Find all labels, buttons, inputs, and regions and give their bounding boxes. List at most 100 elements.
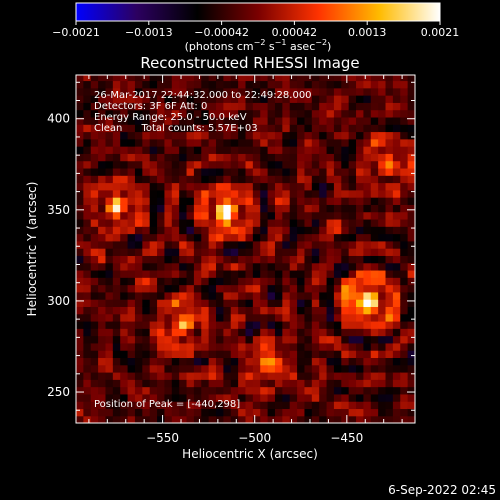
heatmap-cell: [348, 87, 357, 96]
heatmap-cell: [120, 138, 129, 147]
heatmap-cell: [193, 313, 202, 322]
heatmap-cell: [333, 284, 342, 293]
heatmap-cell: [274, 408, 283, 417]
heatmap-cell: [112, 189, 121, 198]
heatmap-cell: [252, 211, 261, 220]
heatmap-cell: [127, 306, 136, 315]
heatmap-cell: [90, 138, 99, 147]
plot-frame: [75, 74, 416, 424]
heatmap-cell: [149, 320, 158, 329]
heatmap-cell: [311, 306, 320, 315]
heatmap-cell: [164, 357, 173, 366]
heatmap-cell: [378, 386, 387, 395]
heatmap-cell: [297, 138, 306, 147]
heatmap-cell: [326, 255, 335, 264]
heatmap-cell: [223, 138, 232, 147]
heatmap-cell: [407, 75, 415, 82]
heatmap-cell: [341, 233, 350, 242]
heatmap-cell: [385, 357, 394, 366]
heatmap-cell: [230, 116, 239, 125]
heatmap-cell: [370, 138, 379, 147]
heatmap-cell: [341, 87, 350, 96]
heatmap-cell: [319, 335, 328, 344]
heatmap-cell: [208, 182, 217, 191]
heatmap-cell: [157, 146, 166, 154]
heatmap-cell: [370, 335, 379, 344]
heatmap-cell: [83, 408, 92, 417]
heatmap-cell: [333, 401, 342, 410]
heatmap-cell: [385, 255, 394, 264]
heatmap-cell: [341, 401, 350, 410]
heatmap-cell: [400, 175, 409, 184]
heatmap-cell: [289, 393, 298, 402]
heatmap-cell: [90, 102, 99, 111]
heatmap-cell: [378, 226, 387, 235]
heatmap-cell: [90, 87, 99, 96]
heatmap-cell: [142, 211, 151, 220]
heatmap-cell: [356, 175, 365, 184]
heatmap-cell: [149, 189, 158, 198]
heatmap-cell: [363, 218, 372, 227]
heatmap-cell: [289, 262, 298, 271]
heatmap-cell: [98, 320, 107, 329]
heatmap-cell: [333, 233, 342, 242]
heatmap-cell: [282, 167, 291, 176]
heatmap-cell: [83, 306, 92, 315]
info-line-counts: Clean Total counts: 5.57E+03: [94, 123, 258, 134]
heatmap-cell: [274, 146, 283, 154]
heatmap-cell: [149, 124, 158, 133]
heatmap-cell: [105, 124, 114, 133]
heatmap-cell: [171, 291, 180, 300]
heatmap-cell: [134, 197, 143, 205]
heatmap-cell: [407, 211, 415, 220]
heatmap-cell: [179, 204, 188, 213]
heatmap-cell: [98, 313, 107, 322]
heatmap-cell: [208, 342, 217, 351]
heatmap-cell: [193, 364, 202, 373]
heatmap-cell: [186, 146, 195, 154]
heatmap-cell: [245, 262, 254, 271]
heatmap-cell: [363, 204, 372, 213]
heatmap-cell: [333, 226, 342, 235]
heatmap-cell: [83, 328, 92, 337]
heatmap-cell: [193, 189, 202, 198]
heatmap-cell: [267, 189, 276, 198]
heatmap-cell: [260, 306, 269, 315]
heatmap-cell: [208, 386, 217, 395]
heatmap-cell: [186, 320, 195, 329]
heatmap-cell: [356, 160, 365, 169]
heatmap-cell: [238, 138, 247, 147]
heatmap-cell: [407, 284, 415, 293]
heatmap-cell: [127, 226, 136, 235]
heatmap-cell: [171, 116, 180, 125]
heatmap-cell: [304, 277, 313, 286]
heatmap-cell: [201, 109, 210, 118]
heatmap-cell: [201, 87, 210, 96]
heatmap-cell: [223, 328, 232, 337]
heatmap-cell: [370, 328, 379, 337]
heatmap-cell: [267, 379, 276, 388]
heatmap-cell: [319, 240, 328, 249]
heatmap-cell: [363, 233, 372, 242]
heatmap-cell: [171, 175, 180, 184]
heatmap-cell: [157, 197, 166, 205]
heatmap-cell: [164, 102, 173, 111]
heatmap-cell: [282, 95, 291, 103]
heatmap-cell: [120, 386, 129, 395]
heatmap-cell: [127, 401, 136, 410]
heatmap-cell: [319, 248, 328, 256]
heatmap-cell: [216, 197, 224, 205]
heatmap-cell: [297, 262, 306, 271]
heatmap-cell: [238, 335, 247, 344]
heatmap-cell: [238, 306, 247, 315]
heatmap-cell: [112, 211, 121, 220]
heatmap-cell: [326, 371, 335, 380]
heatmap-cell: [260, 401, 269, 410]
heatmap-cell: [400, 328, 409, 337]
heatmap-cell: [245, 364, 254, 373]
heatmap-cell: [149, 350, 158, 359]
heatmap-cell: [319, 320, 328, 329]
heatmap-cell: [157, 306, 166, 315]
heatmap-cell: [127, 277, 136, 286]
heatmap-cell: [127, 175, 136, 184]
